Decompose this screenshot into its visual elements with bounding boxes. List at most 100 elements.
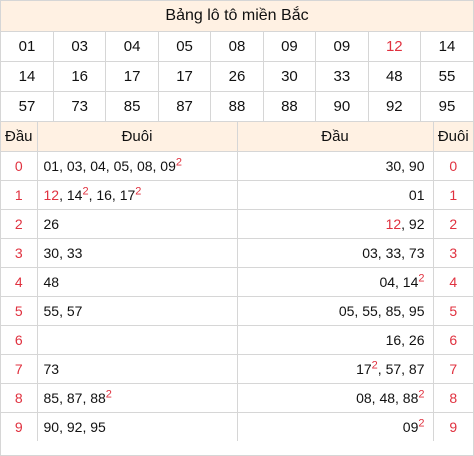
- number-cell: 57: [1, 91, 54, 122]
- number-cell: 48: [368, 61, 422, 92]
- duoi-digit-right: 9: [449, 419, 458, 435]
- number-grid: 01 03 04 05 08 09 09 12 14 14 16 17 17 26 30 33 48 55 57 73…: [1, 32, 473, 122]
- number-cell: 55: [420, 61, 473, 92]
- lotto-number: 142: [403, 272, 425, 290]
- lotto-number-value: 92: [66, 419, 83, 435]
- lotto-number: 882: [402, 388, 425, 406]
- number-cell: 17: [158, 61, 212, 92]
- lotto-number: 33: [386, 245, 402, 261]
- lotto-number: 90: [44, 419, 60, 435]
- lotto-number-value: 17: [356, 361, 372, 377]
- duoi-digit-right: 2: [433, 209, 473, 239]
- lotto-number-value: 90: [408, 158, 425, 174]
- duoi-digit-right: 3: [433, 238, 473, 268]
- tails-cell: 30, 33: [37, 238, 238, 268]
- number-cell: 01: [1, 32, 54, 62]
- lotto-number: 30: [386, 158, 402, 174]
- number-cell: 87: [158, 91, 212, 122]
- heads-cell: 03, 33, 73: [237, 238, 434, 268]
- dau-digit-left: 3: [1, 238, 38, 268]
- head-tail-row: 2 26 12, 92 2: [1, 209, 473, 239]
- number-row: 57 73 85 87 88 88 90 92 95: [1, 91, 473, 122]
- lotto-number: 172: [120, 186, 142, 203]
- lotto-number-value: 09: [402, 419, 419, 435]
- lotto-number-value: 30: [43, 245, 60, 261]
- lotto-number: 05: [114, 158, 130, 174]
- lotto-number: 882: [90, 389, 112, 406]
- lotto-number-value: 03: [66, 158, 83, 174]
- number-cell: 14: [1, 61, 54, 92]
- lotto-number-value: 85: [385, 303, 402, 319]
- lotto-number-value: 08: [356, 390, 372, 406]
- repeat-count: 2: [418, 272, 425, 285]
- heads-cell: 172, 57, 87: [237, 354, 434, 384]
- head-tail-row: 0 01, 03, 04, 05, 08, 092 30, 90 0: [1, 151, 473, 181]
- heads-cell: 08, 48, 882: [237, 383, 434, 413]
- lotto-number-value: 88: [402, 390, 419, 406]
- number-cell: 26: [210, 61, 264, 92]
- lotto-number-value: 33: [385, 245, 402, 261]
- tails-cell: 73: [37, 354, 238, 384]
- lotto-number: 95: [90, 419, 106, 435]
- number-row: 14 16 17 17 26 30 33 48 55: [1, 61, 473, 92]
- lotto-number: 55: [44, 303, 60, 319]
- lotto-number: 48: [379, 390, 395, 406]
- number-cell: 04: [105, 32, 159, 62]
- lotto-number-value: 87: [66, 390, 83, 406]
- lotto-number: 092: [402, 418, 425, 435]
- repeat-count: 2: [82, 185, 89, 198]
- lotto-number: 092: [160, 157, 182, 174]
- lotto-number-value: 57: [66, 303, 83, 319]
- number-cell: 09: [263, 32, 317, 62]
- head-tail-row: 9 90, 92, 95 092 9: [1, 412, 473, 441]
- lotto-number: 16: [96, 187, 112, 203]
- lotto-number-value: 85: [43, 390, 60, 406]
- number-row: 01 03 04 05 08 09 09 12 14: [1, 32, 473, 62]
- header-duoi-left: Đuôi: [37, 122, 238, 152]
- lotto-number: 57: [67, 303, 83, 319]
- lotto-number: 01: [44, 158, 60, 174]
- duoi-digit-right: 6: [433, 325, 473, 355]
- lotto-number: 55: [362, 303, 378, 319]
- dau-digit-left: 1: [1, 180, 38, 210]
- lotto-number: 04: [90, 158, 106, 174]
- lotto-number-value: 55: [43, 303, 60, 319]
- lotto-number-value: 01: [408, 187, 425, 203]
- lotto-number-value: 05: [338, 303, 355, 319]
- tails-cell: 85, 87, 882: [37, 383, 238, 413]
- lotto-number: 172: [356, 359, 378, 377]
- number-cell: 05: [158, 32, 212, 62]
- dau-digit-left: 5: [1, 296, 38, 326]
- number-cell: 12: [368, 32, 422, 62]
- lotto-number-value: 57: [385, 361, 402, 377]
- lotto-number: 08: [137, 158, 153, 174]
- lotto-number: 73: [44, 361, 60, 377]
- head-tail-row: 3 30, 33 03, 33, 73 3: [1, 238, 473, 268]
- header-dau-left: Đầu: [1, 122, 38, 152]
- repeat-count: 2: [418, 388, 425, 401]
- number-cell: 16: [53, 61, 107, 92]
- lotto-number: 85: [386, 303, 402, 319]
- heads-cell: 04, 142: [237, 267, 434, 297]
- lotto-number-value: 01: [43, 158, 60, 174]
- lotto-number-value: 16: [96, 187, 112, 203]
- tails-cell: 01, 03, 04, 05, 08, 092: [37, 151, 238, 181]
- head-tail-row: 5 55, 57 05, 55, 85, 95 5: [1, 296, 473, 326]
- dau-digit-left: 2: [1, 209, 38, 239]
- lotto-number: 03: [67, 158, 83, 174]
- number-cell: 85: [105, 91, 159, 122]
- lotto-number-value: 30: [385, 158, 402, 174]
- head-tail-table: Đầu Đuôi Đầu Đuôi 0 01, 03, 04, 05, 08, 0…: [1, 122, 473, 441]
- lotto-number: 92: [409, 216, 425, 232]
- head-tail-row: 8 85, 87, 882 08, 48, 882 8: [1, 383, 473, 413]
- lotto-number: 01: [409, 187, 425, 203]
- repeat-count: 2: [371, 359, 378, 372]
- lotto-number: 08: [356, 390, 372, 406]
- lotto-number: 87: [409, 361, 425, 377]
- lotto-number-value: 73: [43, 361, 60, 377]
- lotto-number: 57: [386, 361, 402, 377]
- lotto-number: 26: [409, 332, 425, 348]
- number-cell: 09: [315, 32, 369, 62]
- lotto-number-value: 95: [408, 303, 425, 319]
- tails-cell: 48: [37, 267, 238, 297]
